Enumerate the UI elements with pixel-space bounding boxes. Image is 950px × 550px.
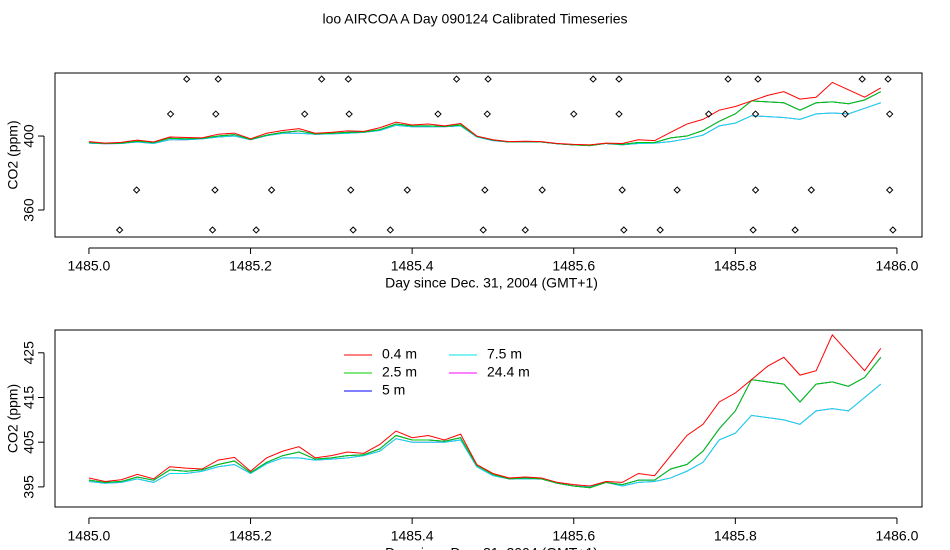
calibration-point <box>252 226 260 234</box>
calibration-point <box>885 110 894 118</box>
calibration-point <box>751 110 760 118</box>
calibration-point <box>885 186 894 194</box>
y-tick-label: 425 <box>21 341 37 365</box>
calibration-point <box>115 226 124 234</box>
calibration-point <box>452 75 461 83</box>
x-tick-label: 1485.4 <box>391 258 434 274</box>
calibration-point <box>214 75 222 83</box>
calibration-point <box>673 186 681 194</box>
calibration-point <box>620 226 628 234</box>
calibration-point <box>589 75 597 83</box>
calibration-point <box>749 226 757 234</box>
x-tick-label: 1485.2 <box>229 258 272 274</box>
series-line <box>88 383 882 488</box>
calibration-point <box>347 186 355 194</box>
y-tick-label: 405 <box>21 430 37 454</box>
calibration-point <box>570 110 578 118</box>
calibration-point <box>349 226 357 234</box>
chart-title: loo AIRCOA A Day 090124 Calibrated Times… <box>322 11 627 27</box>
y-axis-title: CO2 (ppm) <box>5 120 21 189</box>
y-tick-label: 415 <box>21 386 37 410</box>
calibration-point <box>345 110 353 118</box>
legend-label: 2.5 m <box>382 364 417 380</box>
calibration-point <box>704 110 713 118</box>
x-axis-title: Day since Dec. 31, 2004 (GMT+1) <box>385 275 598 291</box>
series-line <box>88 81 882 146</box>
series-line <box>88 356 882 489</box>
calibration-point <box>841 110 849 118</box>
y-tick-label: 400 <box>21 124 37 148</box>
x-tick-label: 1486.0 <box>876 258 919 274</box>
calibration-point <box>521 226 529 234</box>
calibration-point <box>132 186 141 194</box>
x-tick-label: 1485.2 <box>229 528 272 544</box>
calibration-point <box>211 186 219 194</box>
calibration-point <box>791 226 799 234</box>
calibration-point <box>656 226 664 234</box>
calibration-point <box>267 186 276 194</box>
plot-frame <box>54 329 923 508</box>
x-tick-label: 1485.6 <box>552 528 595 544</box>
calibration-point <box>618 186 626 194</box>
x-tick-label: 1486.0 <box>876 528 919 544</box>
calibration-point <box>807 186 816 194</box>
calibration-point <box>434 110 442 118</box>
calibration-point <box>317 75 326 83</box>
calibration-point <box>208 226 217 234</box>
calibration-point <box>403 186 412 194</box>
legend-label: 24.4 m <box>487 364 530 380</box>
calibration-point <box>751 186 760 194</box>
calibration-point <box>724 75 732 83</box>
calibration-point <box>300 110 309 118</box>
calibration-point <box>166 110 175 118</box>
x-tick-label: 1485.0 <box>68 258 111 274</box>
y-tick-label: 395 <box>21 475 37 499</box>
calibration-point <box>484 75 492 83</box>
calibration-point <box>212 110 220 118</box>
calibration-point <box>386 226 395 234</box>
x-tick-label: 1485.6 <box>552 258 595 274</box>
x-axis-title: Day since Dec. 31, 2004 (GMT+1) <box>385 545 598 550</box>
legend-label: 0.4 m <box>382 346 417 362</box>
legend-label: 7.5 m <box>487 346 522 362</box>
x-tick-label: 1485.8 <box>714 258 757 274</box>
calibration-point <box>483 110 491 118</box>
y-axis-title: CO2 (ppm) <box>5 384 21 453</box>
calibration-point <box>481 186 489 194</box>
calibration-point <box>182 75 191 83</box>
series-line <box>88 102 881 146</box>
x-tick-label: 1485.0 <box>68 528 111 544</box>
calibration-point <box>615 110 623 118</box>
legend-label: 5 m <box>382 382 405 398</box>
x-tick-label: 1485.8 <box>714 528 757 544</box>
x-tick-label: 1485.4 <box>391 528 434 544</box>
calibration-point <box>754 75 762 83</box>
y-tick-label: 360 <box>21 198 37 222</box>
calibration-point <box>858 75 866 83</box>
series-line <box>88 334 882 487</box>
plot-frame <box>54 72 923 238</box>
calibration-point <box>889 226 897 234</box>
calibration-point <box>344 75 353 83</box>
calibration-point <box>615 75 623 83</box>
calibration-point <box>479 226 487 234</box>
calibration-point <box>538 186 546 194</box>
calibration-point <box>884 75 892 83</box>
